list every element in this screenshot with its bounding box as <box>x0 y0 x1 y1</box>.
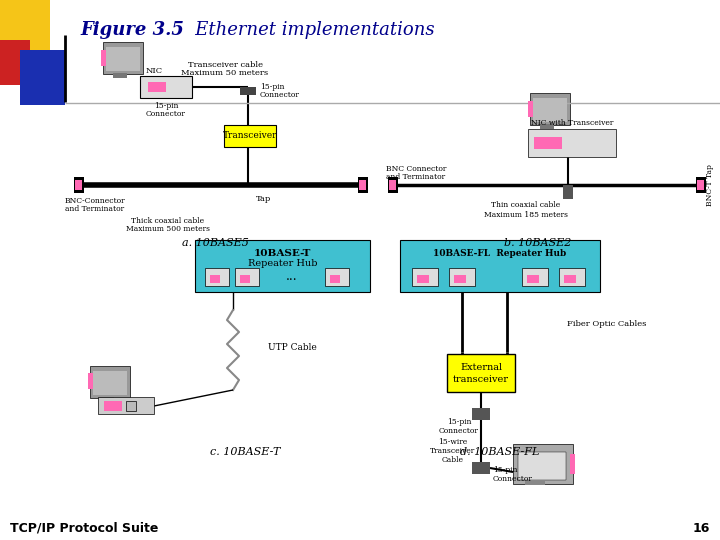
Bar <box>240 275 250 283</box>
Bar <box>103 42 143 74</box>
Bar <box>75 180 82 190</box>
Bar <box>528 129 616 157</box>
Bar <box>235 268 259 286</box>
Text: b. 10BASE2: b. 10BASE2 <box>504 238 572 248</box>
Bar <box>533 98 567 122</box>
Bar <box>74 177 84 193</box>
Bar <box>412 268 438 286</box>
Text: NIC with Transceiver: NIC with Transceiver <box>531 119 613 127</box>
Bar <box>195 240 370 292</box>
Text: Repeater Hub: Repeater Hub <box>248 260 318 268</box>
Bar <box>528 101 533 117</box>
Text: 15-pin: 15-pin <box>446 418 472 426</box>
Bar <box>224 125 276 147</box>
Text: Ethernet implementations: Ethernet implementations <box>178 21 435 39</box>
Text: UTP Cable: UTP Cable <box>268 342 317 352</box>
Text: transceiver: transceiver <box>453 375 509 383</box>
Bar <box>388 177 398 193</box>
Text: ...: ... <box>286 269 298 282</box>
Bar <box>513 444 573 484</box>
Text: Transceiver: Transceiver <box>222 132 277 140</box>
Text: 15-wire: 15-wire <box>438 438 467 446</box>
Text: BNC-T Tap: BNC-T Tap <box>706 164 714 206</box>
Bar <box>417 275 429 283</box>
Bar <box>98 397 154 414</box>
Bar <box>104 401 122 411</box>
Bar <box>400 240 600 292</box>
Bar <box>518 452 566 480</box>
Text: d. 10BASE-FL: d. 10BASE-FL <box>460 447 540 457</box>
Text: 15-pin: 15-pin <box>493 466 518 474</box>
Text: a. 10BASE5: a. 10BASE5 <box>181 238 248 248</box>
Bar <box>527 275 539 283</box>
Bar <box>697 180 704 190</box>
Text: Thin coaxial cable: Thin coaxial cable <box>491 201 561 209</box>
Text: Connector: Connector <box>439 427 479 435</box>
Bar <box>563 185 573 199</box>
Bar <box>559 268 585 286</box>
Bar <box>564 275 576 283</box>
Bar <box>93 371 127 395</box>
Bar <box>472 462 490 474</box>
Text: 15-pin: 15-pin <box>260 83 284 91</box>
Text: 16: 16 <box>693 522 710 535</box>
Text: External: External <box>460 363 502 373</box>
Bar <box>126 401 136 411</box>
Bar <box>449 268 475 286</box>
Text: Connector: Connector <box>146 110 186 118</box>
Bar <box>113 73 127 78</box>
Bar <box>358 177 368 193</box>
Text: 10BASE-T: 10BASE-T <box>254 248 311 258</box>
Bar <box>205 268 229 286</box>
Bar <box>540 124 554 129</box>
Bar <box>570 454 575 474</box>
Bar <box>389 180 396 190</box>
Text: and Terminator: and Terminator <box>387 173 446 181</box>
Bar <box>522 268 548 286</box>
Text: BNC-Connector: BNC-Connector <box>65 197 125 205</box>
Text: TCP/IP Protocol Suite: TCP/IP Protocol Suite <box>10 522 158 535</box>
Text: Transceiver cable: Transceiver cable <box>187 61 263 69</box>
Bar <box>140 76 192 98</box>
Bar <box>525 480 545 485</box>
Text: Fiber Optic Cables: Fiber Optic Cables <box>567 320 647 328</box>
Bar <box>100 397 114 401</box>
Bar <box>325 268 349 286</box>
Text: BNC Connector: BNC Connector <box>386 165 446 173</box>
Bar <box>472 408 490 420</box>
Text: Thick coaxial cable: Thick coaxial cable <box>132 217 204 225</box>
Bar <box>101 50 106 66</box>
Text: 10BASE-FL  Repeater Hub: 10BASE-FL Repeater Hub <box>433 248 567 258</box>
Text: c. 10BASE-T: c. 10BASE-T <box>210 447 280 457</box>
Text: Connector: Connector <box>493 475 533 483</box>
Text: Maximum 185 meters: Maximum 185 meters <box>484 211 568 219</box>
Bar <box>0 0 50 65</box>
Text: Figure 3.5: Figure 3.5 <box>80 21 184 39</box>
Text: Maximum 50 meters: Maximum 50 meters <box>181 69 269 77</box>
Bar <box>210 275 220 283</box>
Text: 15-pin: 15-pin <box>154 102 179 110</box>
Bar <box>454 275 466 283</box>
Bar <box>148 82 166 92</box>
Text: NIC: NIC <box>146 67 163 75</box>
Bar <box>696 177 706 193</box>
Bar <box>447 354 515 392</box>
Bar <box>534 137 562 149</box>
Bar <box>530 93 570 125</box>
Bar <box>88 373 93 389</box>
Bar <box>359 180 366 190</box>
Text: Transceiver: Transceiver <box>431 447 476 455</box>
Bar <box>240 87 256 95</box>
Text: Connector: Connector <box>260 91 300 99</box>
Bar <box>0 40 30 85</box>
Text: Tap: Tap <box>256 195 271 203</box>
Bar <box>20 50 65 105</box>
Text: and Terminator: and Terminator <box>66 205 125 213</box>
Bar <box>330 275 340 283</box>
Bar <box>106 47 140 71</box>
Text: Cable: Cable <box>442 456 464 464</box>
Bar <box>90 366 130 398</box>
Text: Maximum 500 meters: Maximum 500 meters <box>126 225 210 233</box>
